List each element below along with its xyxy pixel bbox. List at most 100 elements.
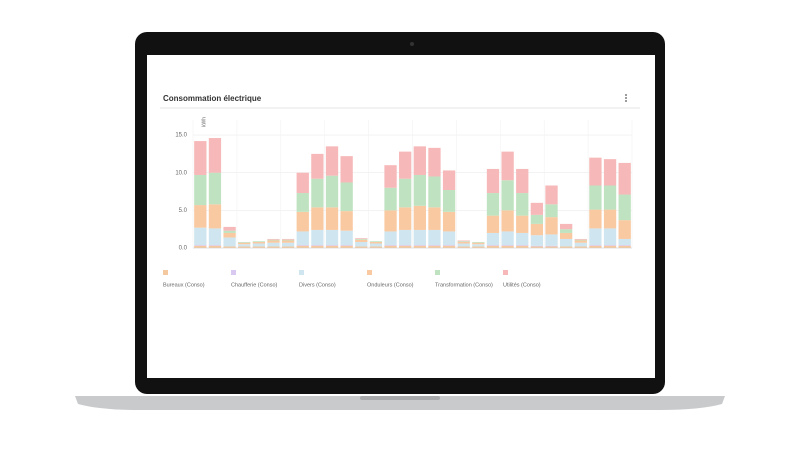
bar-segment — [472, 246, 485, 248]
bar-segment — [325, 146, 339, 176]
bar-segment — [311, 178, 324, 208]
bar-segment — [545, 185, 558, 205]
bar-segment — [618, 194, 631, 221]
bar-segment — [208, 228, 222, 245]
bar-segment — [399, 151, 412, 179]
bar-segment — [545, 246, 558, 248]
bar-segment — [325, 245, 339, 248]
bar-segment — [355, 239, 368, 242]
bar-segment — [442, 170, 456, 191]
bar-segment — [340, 244, 353, 246]
bar-segment — [325, 175, 339, 208]
bar-segment — [501, 231, 514, 245]
bar-segment — [252, 241, 265, 242]
bar-segment — [516, 245, 529, 248]
bar-segment — [399, 229, 412, 245]
bar-segment — [281, 238, 295, 240]
laptop-base — [75, 396, 725, 410]
bar-segment — [311, 207, 324, 230]
bar-segment — [574, 239, 587, 241]
menu-icon[interactable] — [625, 94, 627, 102]
y-tick-label: 5.0 — [179, 208, 188, 214]
bar-segment — [516, 232, 529, 245]
bar-segment — [413, 205, 426, 230]
bar-segment — [589, 185, 602, 210]
bar-segment — [428, 176, 441, 208]
bar-segment — [574, 242, 587, 247]
bar-segment — [545, 204, 558, 218]
bar-segment — [355, 241, 368, 247]
bar-segment — [238, 246, 251, 248]
bar-segment — [501, 245, 514, 248]
bar-segment — [252, 241, 265, 244]
legend-label: Divers (Conso) — [299, 282, 336, 288]
bar-segment — [545, 217, 558, 235]
legend-swatch — [503, 270, 508, 275]
bar-segment — [516, 244, 529, 246]
bar-segment — [252, 246, 265, 248]
bar-segment — [399, 207, 412, 230]
legend-label: Utilités (Conso) — [503, 282, 541, 288]
bar-segment — [472, 242, 485, 245]
bar-segment — [603, 228, 617, 245]
bar-segment — [355, 246, 368, 248]
bar-segment — [194, 174, 207, 206]
bar-segment — [413, 229, 426, 245]
y-axis-label: kWh — [201, 117, 207, 127]
legend-swatch — [299, 270, 304, 275]
y-tick-label: 0.0 — [179, 246, 188, 252]
bar-segment — [208, 244, 222, 246]
bar-segment — [428, 207, 441, 230]
y-tick-label: 15.0 — [175, 133, 187, 139]
bar-segment — [574, 240, 587, 243]
bar-segment — [223, 232, 236, 238]
bar-segment — [618, 245, 631, 248]
bar-segment — [384, 244, 397, 246]
bar-segment — [589, 244, 602, 246]
bar-segment — [545, 234, 558, 246]
bar-segment — [560, 232, 573, 239]
legend-label: Bureaux (Conso) — [163, 282, 205, 288]
bar-segment — [530, 235, 544, 246]
bar-segment — [486, 193, 500, 216]
bar-segment — [208, 138, 222, 173]
bar-segment — [457, 246, 470, 248]
bar-segment — [457, 241, 470, 242]
bar-segment — [340, 156, 353, 183]
bar-segment — [603, 244, 617, 246]
bar-segment — [238, 244, 251, 247]
bar-segment — [442, 190, 456, 212]
bar-segment — [208, 245, 222, 248]
bar-segment — [267, 238, 280, 240]
bar-segment — [603, 209, 617, 229]
bar-segment — [457, 240, 470, 242]
bar-segment — [603, 185, 617, 210]
bar-segment — [194, 245, 207, 248]
bar-segment — [442, 244, 456, 246]
bar-segment — [194, 244, 207, 246]
bar-segment — [267, 239, 280, 241]
bar-segment — [325, 244, 339, 246]
legend-swatch — [435, 270, 440, 275]
bar-segment — [296, 193, 309, 212]
bar-segment — [325, 229, 339, 245]
bar-segment — [296, 231, 309, 245]
bar-segment — [384, 165, 397, 188]
bar-segment — [369, 243, 383, 247]
bar-segment — [340, 211, 353, 231]
legend-label: Onduleurs (Conso) — [367, 282, 414, 288]
bar-segment — [530, 223, 544, 236]
bar-segment — [223, 237, 236, 247]
bar-segment — [311, 153, 324, 179]
bar-segment — [413, 174, 426, 206]
legend-label: Chaufferie (Conso) — [231, 282, 278, 288]
bar-segment — [384, 187, 397, 211]
legend-swatch — [231, 270, 236, 275]
bar-segment — [589, 157, 602, 186]
bar-segment — [325, 207, 339, 230]
legend-swatch — [367, 270, 372, 275]
bar-segment — [340, 182, 353, 212]
bar-segment — [603, 245, 617, 248]
bar-segment — [501, 244, 514, 246]
